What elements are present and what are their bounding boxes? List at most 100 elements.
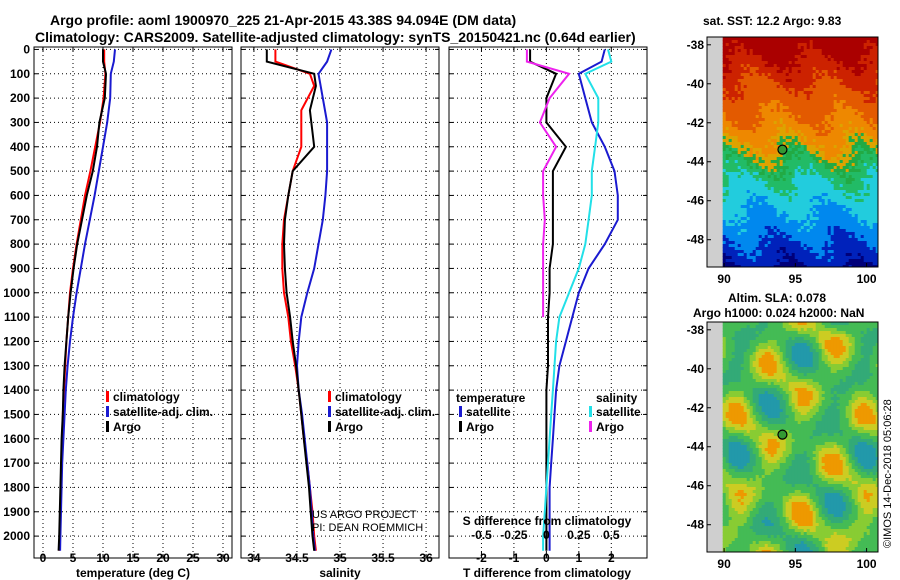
sla-map-xlabel-100: 100	[857, 557, 877, 571]
xtick-label-t-30: 30	[216, 551, 230, 565]
sst-map-ylabel--44: -44	[687, 155, 705, 169]
difference-xlabel: T difference from climatology	[463, 566, 631, 580]
sla-map-ylabel--40: -40	[687, 362, 705, 376]
sla-map-ylabel--44: -44	[687, 440, 705, 454]
sst-map-cells	[722, 37, 878, 267]
sst-map-raster	[707, 37, 878, 267]
credit-pi: PI: DEAN ROEMMICH	[312, 522, 423, 534]
legend-mark-argo-s	[328, 421, 331, 432]
legend-label-satellite-s: satellite-adj. clim.	[335, 405, 435, 419]
xtick-label-t-15: 15	[126, 551, 140, 565]
sla-map-ylabel--46: -46	[687, 479, 705, 493]
legend-mark-satellite-s	[328, 406, 331, 417]
depth-label-1700: 1700	[3, 456, 30, 470]
legend-mark-t-satellite	[459, 406, 462, 417]
xtick-label-t-10: 10	[96, 551, 110, 565]
sla-map-frame	[706, 321, 879, 553]
timestamp: ©IMOS 14-Dec-2018 05:06:28	[882, 399, 894, 548]
xtick-label-s-35.5: 35.5	[371, 551, 395, 565]
sst-map-xlabel-95: 95	[789, 272, 803, 286]
series-line-d-0	[548, 49, 619, 551]
sst-map-xlabel-100: 100	[857, 272, 877, 286]
legend-title-salinity: salinity	[596, 391, 638, 405]
depth-label-2000: 2000	[3, 529, 30, 543]
depth-label-1300: 1300	[3, 359, 30, 373]
series-line-t-2	[57, 49, 108, 551]
xtick-label-t-0: 0	[40, 551, 47, 565]
legend-label-climatology-t: climatology	[113, 390, 180, 404]
depth-label-500: 500	[10, 164, 30, 178]
legend-label-argo-t: Argo	[113, 420, 141, 434]
depth-label-100: 100	[10, 67, 30, 81]
sst-map-ylabel--40: -40	[687, 77, 705, 91]
series-line-d-1	[529, 49, 568, 551]
depth-label-1000: 1000	[3, 286, 30, 300]
legend-mark-satellite-t	[106, 406, 109, 417]
depth-label-1500: 1500	[3, 407, 30, 421]
depth-label-400: 400	[10, 140, 30, 154]
legend-label-t-satellite: satellite	[466, 405, 511, 419]
legend-label-satellite-t: satellite-adj. clim.	[113, 405, 213, 419]
xtick-label-d--1: -1	[509, 551, 520, 565]
legend-mark-s-argo	[589, 421, 592, 432]
difference-xlabel-top: S difference from climatology	[463, 514, 632, 528]
figure-title-line1: Argo profile: aoml 1900970_225 21-Apr-20…	[50, 12, 517, 28]
stick-label--0.25: -0.25	[500, 528, 528, 542]
xtick-label-d-0: 0	[543, 551, 550, 565]
xtick-label-t-20: 20	[156, 551, 170, 565]
stick-label-0.5: 0.5	[603, 528, 620, 542]
xtick-label-s-34.5: 34.5	[285, 551, 309, 565]
sla-map-ylabel--42: -42	[687, 401, 705, 415]
depth-label-0: 0	[23, 42, 30, 56]
sla-map-title-line2: Argo h1000: 0.024 h2000: NaN	[693, 306, 865, 320]
xtick-label-t-5: 5	[70, 551, 77, 565]
sla-map-xlabel-90: 90	[717, 557, 731, 571]
xtick-label-s-35: 35	[333, 551, 347, 565]
sst-map-frame	[706, 36, 879, 268]
series-line-s-0	[274, 49, 317, 551]
sst-map-title: sat. SST: 12.2 Argo: 9.83	[703, 14, 842, 28]
series-line-t-1	[59, 49, 116, 551]
depth-label-1100: 1100	[4, 310, 30, 324]
depth-label-200: 200	[10, 91, 30, 105]
depth-label-1200: 1200	[3, 334, 30, 348]
temperature-xlabel: temperature (deg C)	[76, 566, 190, 580]
sst-map-ylabel--46: -46	[687, 194, 705, 208]
legend-label-climatology-s: climatology	[335, 390, 402, 404]
sla-argo-location-marker	[777, 429, 788, 440]
legend-mark-argo-t	[106, 421, 109, 432]
legend-title-temperature: temperature	[456, 391, 526, 405]
salinity-xlabel: salinity	[319, 566, 361, 580]
credit-project: US ARGO PROJECT	[312, 509, 417, 521]
depth-label-900: 900	[10, 261, 30, 275]
legend-mark-s-satellite	[589, 406, 592, 417]
xtick-label-d--2: -2	[476, 551, 487, 565]
legend-label-s-argo: Argo	[596, 420, 624, 434]
sla-map-cells	[722, 322, 878, 552]
legend-label-t-argo: Argo	[466, 420, 494, 434]
stick-label--0.5: -0.5	[471, 528, 492, 542]
legend-label-argo-s: Argo	[335, 420, 363, 434]
figure-title-line2: Climatology: CARS2009. Satellite-adjuste…	[35, 29, 636, 45]
xtick-label-t-25: 25	[186, 551, 200, 565]
series-line-d-2	[542, 49, 613, 551]
panel-frame-d	[448, 46, 648, 559]
series-line-s-2	[265, 49, 317, 551]
stick-label-0.25: 0.25	[567, 528, 591, 542]
legend-label-s-satellite: satellite	[596, 405, 641, 419]
depth-label-1600: 1600	[3, 432, 30, 446]
sst-map-xlabel-90: 90	[717, 272, 731, 286]
sla-map-ylabel--38: -38	[687, 323, 705, 337]
sst-map-ylabel--38: -38	[687, 38, 705, 52]
xtick-label-d-1: 1	[575, 551, 582, 565]
series-line-d-3	[525, 49, 571, 318]
legend-mark-climatology-s	[328, 391, 331, 402]
stick-label-0: 0	[543, 528, 550, 542]
sla-map-xlabel-95: 95	[789, 557, 803, 571]
depth-label-300: 300	[10, 115, 30, 129]
sst-argo-location-marker	[777, 144, 788, 155]
depth-label-600: 600	[10, 188, 30, 202]
depth-label-1400: 1400	[3, 383, 30, 397]
depth-label-700: 700	[10, 213, 30, 227]
